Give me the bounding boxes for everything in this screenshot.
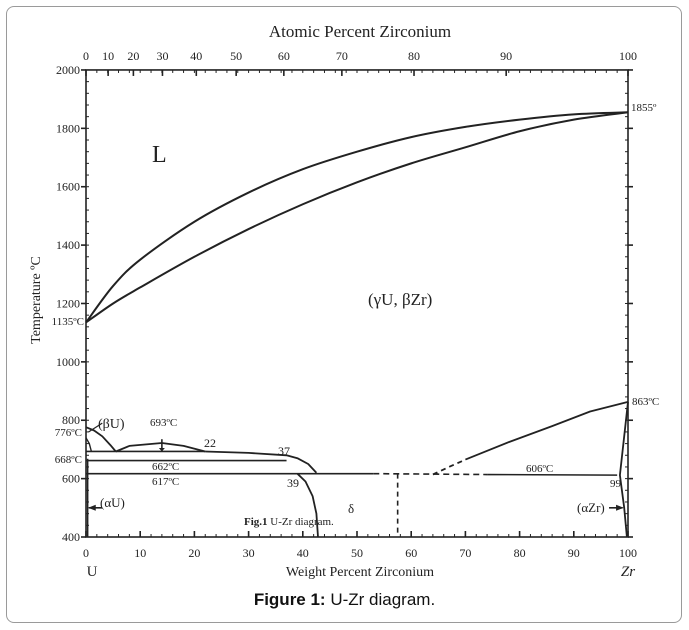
x-bottom-tick-label: 50: [351, 546, 363, 560]
x-bottom-tick-label: 30: [243, 546, 255, 560]
solidus-curve: [85, 111, 629, 324]
label-alpha-u: (αU): [100, 495, 125, 510]
annot-606: 606ºC: [526, 463, 553, 475]
isotherm-606: [487, 473, 618, 476]
x-bottom-tick-label: 10: [134, 546, 146, 560]
annot-39: 39: [287, 476, 299, 490]
annot-863: 863ºC: [632, 396, 659, 408]
y-tick-label: 1400: [56, 238, 80, 252]
x-top-tick-label: 40: [190, 49, 202, 63]
figure-frame: [6, 6, 682, 623]
y-tick-label: 400: [62, 530, 80, 544]
annot-776: 776ºC: [55, 427, 82, 439]
x-bottom-tick-label: 70: [459, 546, 471, 560]
annot-693: 693ºC: [150, 417, 177, 429]
x-top-tick-label: 50: [230, 49, 242, 63]
arrow-693-head: [158, 447, 165, 452]
delta-left-boundary: [296, 473, 319, 538]
element-u: U: [87, 564, 98, 580]
x-top-tick-label: 70: [336, 49, 348, 63]
annot-37: 37: [278, 444, 290, 458]
alpha-zr-transus: [465, 401, 629, 461]
bottom-axis-title: Weight Percent Zirconium: [286, 565, 434, 580]
y-tick-label: 2000: [56, 63, 80, 77]
label-bcc: (γU, βZr): [368, 290, 432, 309]
alpha-zr-solvus-dashed: [432, 458, 466, 476]
x-top-tick-label: 100: [619, 49, 637, 63]
y-tick-label: 1800: [56, 121, 80, 135]
annot-662: 662ºC: [152, 461, 179, 473]
miscibility-dome: [115, 442, 206, 453]
arrow-alpha-u-head: [88, 504, 96, 511]
label-delta: δ: [348, 501, 354, 516]
epsilon-boundary: [205, 450, 318, 474]
y-tick-label: 800: [62, 413, 80, 427]
y-axis-title: Temperature ºC: [29, 256, 44, 344]
axes: 0 10 20 30 40 50 60 70 80 90 1000 10 20 30 40 50 60 70 80 9…: [56, 49, 637, 560]
x-bottom-tick-label: 80: [514, 546, 526, 560]
element-zr: Zr: [621, 564, 635, 580]
y-tick-label: 1000: [56, 355, 80, 369]
alpha-zr-boundary: [619, 401, 629, 538]
inner-caption-text: U-Zr diagram.: [268, 516, 335, 528]
annot-99: 99: [610, 478, 622, 490]
arrow-alpha-zr-head: [616, 504, 624, 511]
inner-caption-bold: Fig.1: [244, 516, 268, 528]
x-bottom-tick-label: 40: [297, 546, 309, 560]
inner-caption: Fig.1 U-Zr diagram.: [244, 516, 334, 528]
x-top-tick-label: 80: [408, 49, 420, 63]
x-top-tick-label: 20: [127, 49, 139, 63]
annot-22: 22: [204, 436, 216, 450]
y-tick-label: 1600: [56, 180, 80, 194]
phase-boundaries: [85, 111, 629, 538]
y-tick-label: 1200: [56, 296, 80, 310]
liquidus-curve: [85, 111, 629, 324]
x-top-tick-label: 0: [83, 49, 89, 63]
beta-u-inner-boundary: [85, 437, 93, 452]
x-bottom-tick-label: 20: [188, 546, 200, 560]
label-liquid: L: [152, 142, 167, 168]
x-top-tick-label: 30: [156, 49, 168, 63]
top-axis-title: Atomic Percent Zirconium: [269, 22, 451, 41]
label-beta-u: (βU): [98, 417, 125, 432]
pointer-beta-u: [88, 422, 103, 433]
annot-668: 668ºC: [55, 454, 82, 466]
annot-617: 617ºC: [152, 476, 179, 488]
beta-u-boundary: [85, 426, 117, 453]
x-top-tick-label: 90: [500, 49, 512, 63]
x-bottom-tick-label: 100: [619, 546, 637, 560]
label-alpha-zr: (αZr): [577, 500, 605, 515]
isotherm-dashed: [373, 472, 488, 476]
y-tick-label: 600: [62, 472, 80, 486]
x-top-tick-label: 10: [102, 49, 114, 63]
figure-caption: Figure 1: U-Zr diagram.: [0, 590, 689, 610]
x-bottom-tick-label: 0: [83, 546, 89, 560]
caption-label: Figure 1:: [253, 590, 326, 609]
annot-1855: 1855º: [631, 102, 657, 114]
x-bottom-tick-label: 90: [568, 546, 580, 560]
caption-text: U-Zr diagram.: [325, 590, 436, 609]
x-bottom-tick-label: 60: [405, 546, 417, 560]
annot-1135: 1135ºC: [52, 316, 84, 328]
x-top-tick-label: 60: [278, 49, 290, 63]
